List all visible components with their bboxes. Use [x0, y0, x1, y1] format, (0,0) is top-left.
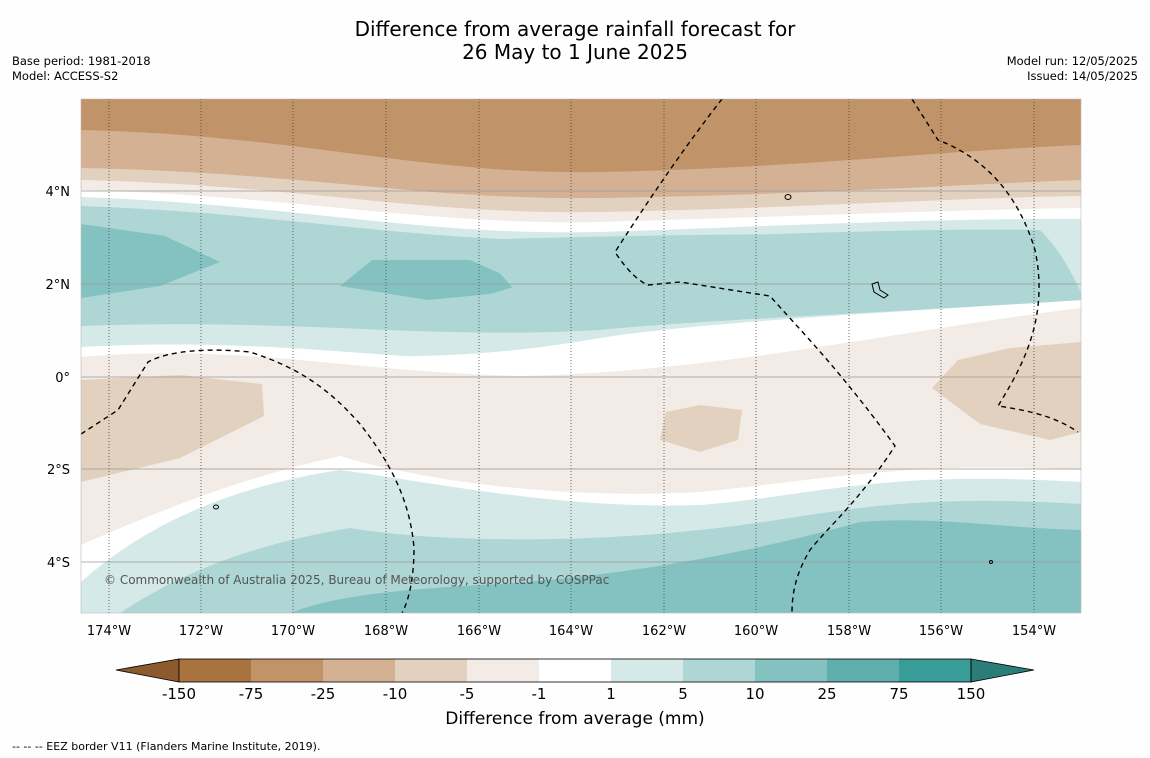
island-southeast — [989, 560, 993, 564]
lon-label: 174°W — [87, 624, 131, 639]
colorbar-tick: -150 — [162, 685, 196, 703]
colorbar-ticks: -150 -75 -25 -10 -5 -1 1 5 10 25 75 150 — [162, 685, 985, 703]
colorbar-segment — [467, 659, 539, 682]
copyright-text: © Commonwealth of Australia 2025, Bureau… — [104, 573, 609, 587]
longitude-labels: 174°W 172°W 170°W 168°W 166°W 164°W 162°… — [87, 624, 1056, 639]
lon-label: 154°W — [1012, 624, 1056, 639]
model-info: Base period: 1981-2018 Model: ACCESS-S2 — [12, 54, 151, 84]
colorbar-extend-high — [970, 658, 1035, 683]
colorbar-tick: -5 — [460, 685, 475, 703]
colorbar-segment — [323, 659, 395, 682]
lon-label: 156°W — [919, 624, 963, 639]
colorbar: -150 -75 -25 -10 -5 -1 1 5 10 25 75 150 — [115, 658, 1035, 703]
eez-borders — [81, 99, 1079, 613]
island-north — [784, 194, 792, 200]
rainfall-map — [81, 99, 1081, 613]
band-wet-east — [470, 234, 1015, 299]
island-southwest — [213, 504, 219, 510]
colorbar-segment — [539, 659, 611, 682]
title-line-2: 26 May to 1 June 2025 — [462, 40, 688, 64]
lat-label-4n: 4°N — [46, 185, 71, 200]
lat-label-4s: 4°S — [47, 556, 70, 571]
patch-wet-west — [81, 224, 220, 298]
patch-dry-central — [660, 405, 742, 452]
model-run-date: Model run: 12/05/2025 — [1006, 54, 1138, 68]
lon-label: 164°W — [549, 624, 593, 639]
colorbar-tick: -10 — [383, 685, 408, 703]
base-period: Base period: 1981-2018 — [12, 54, 151, 68]
colorbar-tick: 25 — [817, 685, 836, 703]
latitude-labels: 4°N 2°N 0° 2°S 4°S — [46, 185, 71, 571]
islands — [213, 194, 993, 564]
colorbar-extend-low — [115, 658, 180, 683]
island-atoll — [871, 281, 889, 299]
colorbar-segment — [611, 659, 683, 682]
map-title: Difference from average rainfall forecas… — [0, 18, 1150, 64]
colorbar-tick: 75 — [889, 685, 908, 703]
lon-label: 166°W — [457, 624, 501, 639]
lon-label: 160°W — [734, 624, 778, 639]
band-slight-dry-equator — [81, 308, 1081, 546]
model-name: Model: ACCESS-S2 — [12, 69, 119, 83]
colorbar-segment — [179, 659, 251, 682]
graticule — [81, 99, 1081, 613]
lon-label: 168°W — [364, 624, 408, 639]
colorbar-tick: 1 — [606, 685, 616, 703]
title-line-1: Difference from average rainfall forecas… — [354, 17, 796, 41]
lon-label: 158°W — [827, 624, 871, 639]
colorbar-tick: 150 — [957, 685, 986, 703]
colorbar-outline — [178, 658, 972, 683]
colorbar-title: Difference from average (mm) — [445, 709, 705, 729]
colorbar-tick: 10 — [745, 685, 764, 703]
lon-label: 172°W — [179, 624, 223, 639]
lat-label-0: 0° — [55, 371, 70, 386]
patch-dry-east — [932, 342, 1081, 440]
map-frame — [80, 98, 1082, 614]
patch-dry-west — [81, 375, 264, 482]
lat-label-2s: 2°S — [47, 463, 70, 478]
colorbar-segment — [827, 659, 899, 682]
colorbar-tick: -25 — [311, 685, 336, 703]
colorbar-segment — [755, 659, 827, 682]
colorbar-segment — [899, 659, 971, 682]
lon-label: 162°W — [642, 624, 686, 639]
colorbar-tick: 5 — [678, 685, 688, 703]
colorbar-tick: -75 — [239, 685, 264, 703]
colorbar-segment — [395, 659, 467, 682]
colorbar-segment — [251, 659, 323, 682]
lat-label-2n: 2°N — [46, 278, 71, 293]
band-very-wet-south — [290, 520, 1081, 613]
issued-date: Issued: 14/05/2025 — [1027, 69, 1138, 83]
colorbar-segment — [683, 659, 755, 682]
lon-label: 170°W — [271, 624, 315, 639]
run-info: Model run: 12/05/2025 Issued: 14/05/2025 — [1007, 54, 1138, 84]
colorbar-tick: -1 — [532, 685, 547, 703]
eez-legend-note: -- -- -- EEZ border V11 (Flanders Marine… — [12, 740, 321, 753]
